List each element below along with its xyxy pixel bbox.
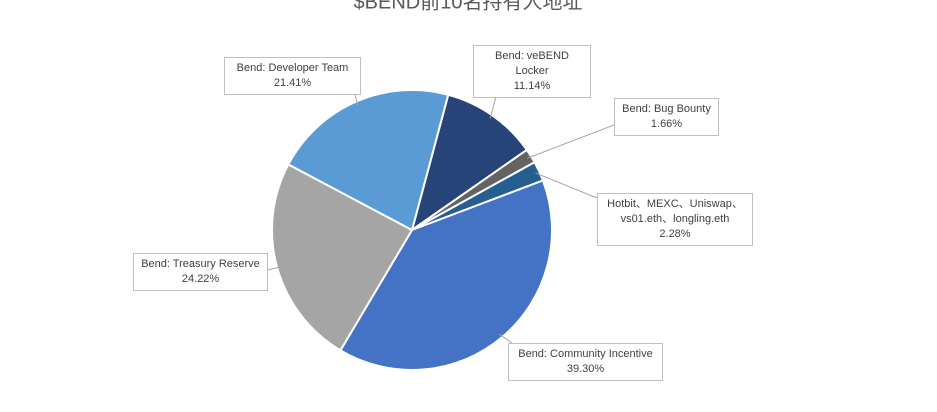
category-label: Bend: Community Incentive [518,348,653,360]
value-label: 39.30% [566,363,605,375]
category-label: Bend: veBEND Locker [495,50,569,77]
pie-slice [286,89,450,232]
leader-line [535,172,598,199]
value-label: 2.28% [659,228,691,240]
pie-slice [339,179,553,371]
leader-line [267,266,282,271]
category-label: Hotbit、MEXC、Uniswap、vs01.eth、longling.et… [607,198,743,225]
data-label: Bend: Bug Bounty 1.66% [614,98,719,136]
data-label: Bend: Community Incentive 39.30% [508,343,663,381]
value-label: 11.14% [513,80,551,92]
category-label: Bend: Treasury Reserve [141,258,260,270]
data-label: Bend: Treasury Reserve 24.22% [133,253,268,291]
data-label: Bend: Developer Team 21.41% [224,57,361,95]
value-label: 24.22% [181,273,220,285]
leader-line [499,333,513,344]
pie-slice [410,93,529,233]
data-label: Hotbit、MEXC、Uniswap、vs01.eth、longling.et… [597,193,753,246]
category-label: Bend: Bug Bounty [622,103,711,115]
data-label: Bend: veBEND Locker 11.14% [473,45,591,98]
leader-line [354,93,359,106]
value-label: 1.66% [650,118,683,130]
chart-title: $BEND前10名持有人地址 [354,0,583,13]
leader-line [527,124,615,159]
value-label: 21.41% [273,77,312,89]
category-label: Bend: Developer Team [236,62,349,74]
